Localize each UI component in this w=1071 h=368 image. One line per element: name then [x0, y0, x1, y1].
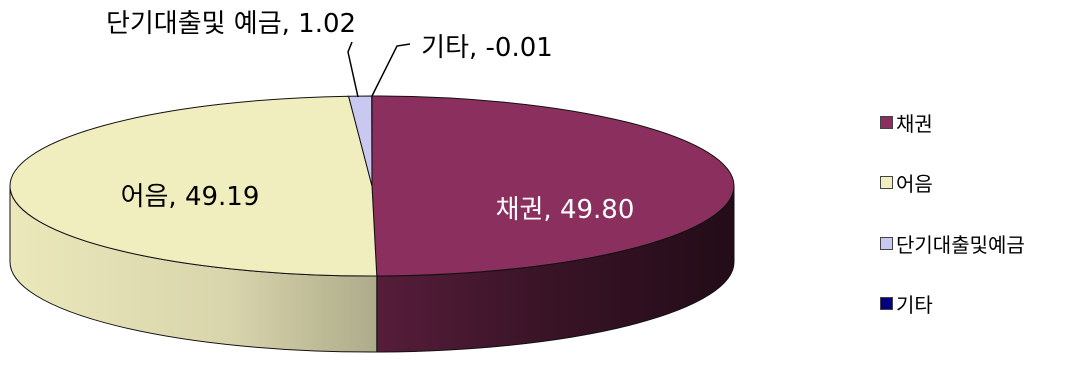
data-label-other: 기타, -0.01 — [421, 33, 553, 63]
legend-item-short-term-loans: 단기대출및예금 — [880, 233, 1065, 257]
legend-label-bonds: 채권 — [896, 111, 933, 136]
legend-swatch-bills — [880, 176, 893, 189]
pie-chart: 채권, 49.80 어음, 49.19 단기대출및 예금, 1.02 기타, -0.0… — [9, 9, 735, 353]
pie-slice-bills — [9, 95, 378, 277]
legend-swatch-short-term-loans — [880, 236, 893, 250]
pie-svg: 채권, 49.80 어음, 49.19 단기대출및 예금, 1.02 기타, -0.0… — [9, 9, 735, 353]
legend-label-other: 기타 — [896, 293, 933, 317]
leader-line-short-term-loans — [347, 41, 359, 98]
data-label-bonds: 채권, 49.80 — [496, 195, 635, 225]
pie-slice-bonds — [371, 95, 735, 277]
legend-swatch-other — [880, 297, 893, 310]
chart-legend: 채권 어음 단기대출및예금 기타 — [880, 112, 1065, 354]
legend-item-bonds: 채권 — [880, 112, 1065, 136]
legend-label-short-term-loans: 단기대출및예금 — [896, 232, 1025, 257]
legend-item-other: 기타 — [880, 293, 1065, 317]
legend-swatch-bonds — [880, 115, 893, 129]
legend-label-bills: 어음 — [896, 172, 933, 196]
data-label-bills: 어음, 49.19 — [121, 182, 260, 212]
legend-item-bills: 어음 — [880, 172, 1065, 196]
leader-line-other — [371, 43, 411, 97]
data-label-short-term-loans: 단기대출및 예금, 1.02 — [106, 9, 356, 39]
